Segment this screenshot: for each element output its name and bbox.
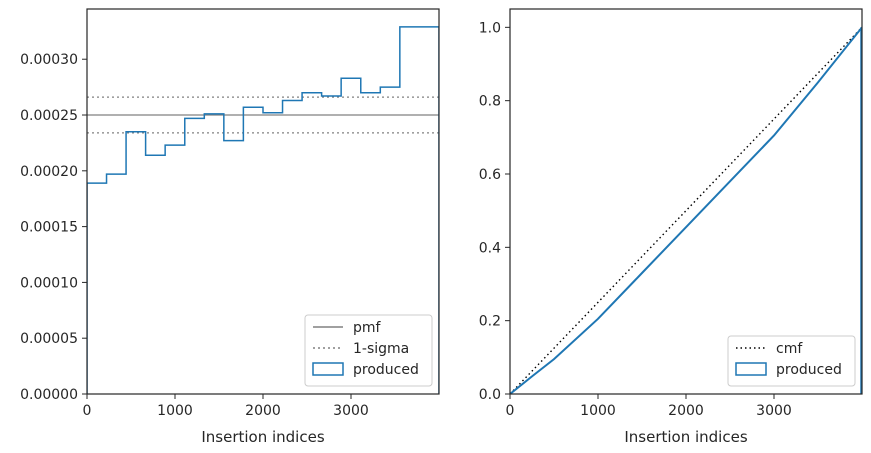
chart-2-ytick-label: 0.8 [479,94,501,110]
chart-2-legend: cmf produced [727,335,856,387]
chart-1-ytick-label: 0.00025 [20,108,78,124]
chart-1-xtick-label: 3000 [333,403,369,419]
chart-2-legend-label: produced [776,362,842,378]
chart-1-legend: pmf 1-sigma produced [304,314,433,387]
chart-1-xtick-label: 1000 [157,403,193,419]
chart-1-legend-label: 1-sigma [353,341,409,357]
chart-2-xtick-label: 3000 [756,403,792,419]
chart-1-legend-label: pmf [353,320,382,336]
chart-1-xtick-label: 2000 [245,403,281,419]
chart-1-frame [86,8,440,395]
chart-2: 0 1000 2000 3000 0.0 0.2 0.4 0.6 0.8 1.0 Insertion… [479,8,863,446]
chart-2-series-produced [510,26,862,394]
chart-1-ytick-label: 0.00000 [20,387,78,403]
chart-2-ytick-label: 1.0 [479,20,501,36]
chart-1-ytick-label: 0.00030 [20,52,78,68]
chart-2-ytick-label: 0.4 [479,240,501,256]
chart-2-legend-handle-produced [735,362,767,376]
chart-2-frame [509,8,863,395]
chart-1-legend-handle-produced [312,362,344,376]
chart-1-ytick-label: 0.00010 [20,275,78,291]
chart-1-ytick-label: 0.00020 [20,164,78,180]
chart-1-plot-area [87,26,439,394]
chart-2-xtick-label: 2000 [668,403,704,419]
chart-2-series-cmf [510,26,862,394]
chart-2-ytick-label: 0.2 [479,314,501,330]
chart-1-legend-label: produced [353,362,419,378]
chart-1-legend-box [304,314,433,387]
chart-2-ytick-label: 0.0 [479,387,501,403]
chart-2-xtick-label: 1000 [580,403,616,419]
chart-1-ytick-label: 0.00005 [20,331,78,347]
chart-2-xlabel: Insertion indices [624,428,747,446]
chart-2-xtick-label: 0 [506,403,515,419]
chart-1-xlabel: Insertion indices [201,428,324,446]
chart-2-legend-label: cmf [776,341,803,357]
chart-2-ytick-label: 0.6 [479,167,501,183]
chart-1-ytick-label: 0.00015 [20,220,78,236]
chart-1-xtick-label: 0 [83,403,92,419]
chart-1-series-produced [87,26,439,394]
chart-2-plot-area [510,26,862,394]
chart-1: 0 1000 2000 3000 0.00000 0.00005 0.00010 0.0001… [20,8,440,446]
